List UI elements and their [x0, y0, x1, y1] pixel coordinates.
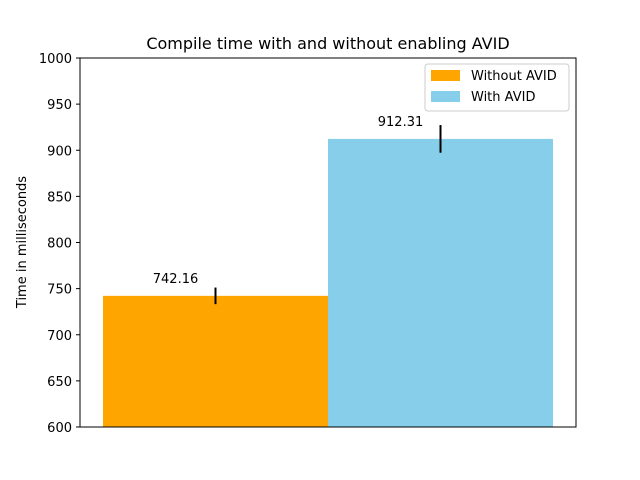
bar-with-avid — [328, 138, 553, 427]
legend: Without AVID With AVID — [424, 63, 570, 112]
data-label: 742.16 — [153, 272, 199, 287]
y-tick-label: 850 — [47, 190, 72, 205]
y-tick-label: 950 — [47, 98, 72, 113]
chart-title: Compile time with and without enabling A… — [146, 34, 509, 53]
legend-label: With AVID — [471, 90, 535, 105]
y-tick-label: 900 — [47, 144, 72, 159]
bars-group — [103, 138, 553, 427]
error-bars-group — [214, 125, 442, 305]
y-axis-label: Time in milliseconds — [15, 176, 30, 309]
data-labels-group: 742.16 912.31 — [153, 115, 424, 287]
bar-without-avid — [103, 295, 328, 427]
y-ticks-group: 600 650 700 750 800 850 900 950 1000 — [39, 52, 80, 436]
legend-swatch — [431, 91, 460, 102]
y-tick-label: 600 — [47, 421, 72, 436]
y-tick-label: 700 — [47, 329, 72, 344]
legend-swatch — [431, 70, 460, 81]
plot-frame — [79, 57, 577, 428]
legend-label: Without AVID — [471, 69, 557, 84]
y-tick-label: 1000 — [39, 52, 72, 67]
data-label: 912.31 — [378, 115, 424, 130]
y-tick-label: 800 — [47, 237, 72, 252]
legend-frame — [424, 63, 570, 112]
y-tick-label: 750 — [47, 283, 72, 298]
y-tick-label: 650 — [47, 375, 72, 390]
